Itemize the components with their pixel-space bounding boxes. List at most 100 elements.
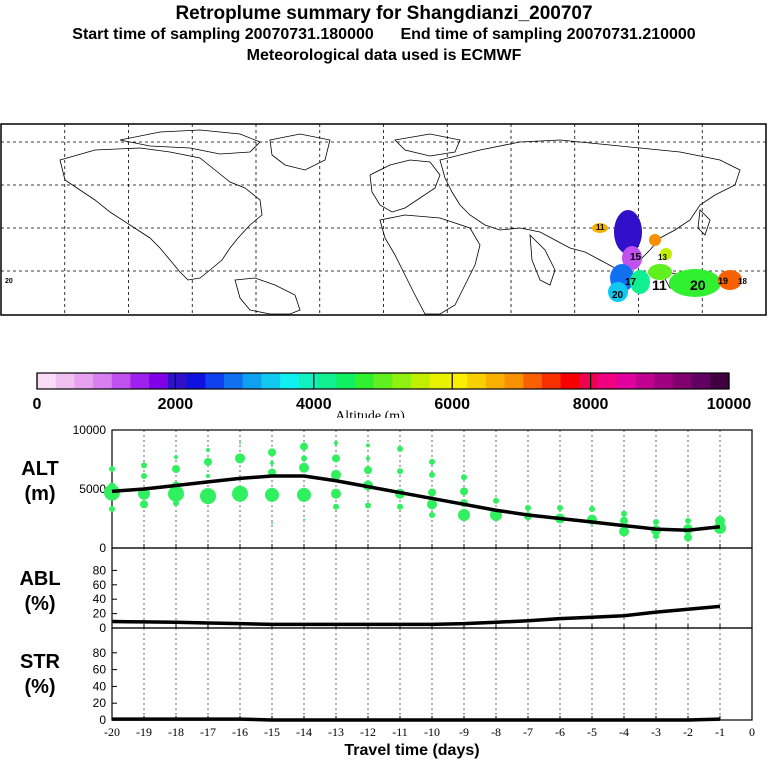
altitude-cluster-dot [332, 454, 340, 463]
colorbar-cell [411, 373, 431, 389]
x-tick-label: -13 [328, 725, 344, 739]
abl-panel-unit: (%) [24, 593, 55, 615]
x-tick-label: -18 [168, 725, 184, 739]
colorbar-cell [598, 373, 618, 389]
x-tick-label: -8 [491, 725, 501, 739]
altitude-cluster-dot [619, 526, 629, 537]
y-tick-label: 80 [93, 563, 107, 577]
colorbar-cell [654, 373, 674, 389]
altitude-cluster-dot [239, 441, 241, 444]
altitude-cluster-dot [235, 453, 245, 464]
colorbar-cell [336, 373, 356, 389]
colorbar-cell [485, 373, 506, 389]
y-tick-label: 60 [93, 663, 107, 677]
y-tick-label: 20 [93, 696, 107, 710]
altitude-cluster-dot [429, 458, 435, 465]
altitude-cluster-dot [365, 502, 371, 509]
x-tick-label: -5 [587, 725, 597, 739]
altitude-cluster-dot [232, 485, 248, 502]
colorbar-cell [261, 373, 281, 389]
altitude-cluster-dot [557, 504, 563, 511]
colorbar-cell [560, 373, 580, 389]
colorbar-tick-label: 6000 [434, 396, 470, 413]
colorbar-tick-label: 0 [33, 396, 42, 413]
y-tick-label: 5000 [79, 482, 106, 496]
colorbar-cell [579, 373, 599, 389]
altitude-cluster-dot [685, 517, 691, 524]
altitude-cluster-dot [331, 469, 341, 480]
colorbar-cell [467, 373, 487, 389]
altitude-cluster-dot [299, 462, 309, 473]
colorbar-cell [504, 373, 524, 389]
x-tick-label: 0 [749, 725, 755, 739]
altitude-cluster-dot [174, 455, 178, 460]
y-tick-label: 40 [93, 592, 107, 606]
altitude-cluster-dot [173, 500, 179, 507]
altitude-cluster-dot [268, 448, 276, 457]
colorbar-cell [242, 373, 262, 389]
sampling-time-subtitle: Start time of sampling 20070731.180000 E… [72, 26, 696, 43]
y-tick-label: 80 [93, 646, 107, 660]
altitude-cluster-dot [334, 440, 338, 445]
alt-panel-unit: (m) [24, 483, 55, 505]
colorbar-cell [186, 373, 206, 389]
colorbar-title: Altitude (m) [335, 409, 405, 418]
day-label: 18 [738, 277, 747, 286]
plume-world-map: 20 20 17 15 13 11 11 20 19 18 [0, 123, 767, 316]
day-label: 13 [658, 253, 667, 262]
colorbar-tick-label: 8000 [573, 396, 609, 413]
altitude-cluster-dot [364, 466, 372, 475]
x-tick-label: -1 [715, 725, 725, 739]
x-tick-label: -16 [232, 725, 248, 739]
altitude-cluster-dot [204, 457, 212, 466]
day-label: 11 [652, 277, 667, 293]
altitude-cluster-dot [397, 468, 403, 475]
y-tick-label: 10000 [73, 423, 107, 437]
altitude-cluster-dot [271, 522, 273, 525]
altitude-cluster-dot [684, 533, 692, 542]
altitude-cluster-dot [206, 474, 210, 479]
x-tick-label: -4 [619, 725, 629, 739]
colorbar-cell [710, 373, 730, 389]
x-tick-label: -15 [264, 725, 280, 739]
y-tick-label: 20 [93, 607, 107, 621]
plume-day-labels: 20 20 17 15 13 11 11 20 19 18 [5, 223, 747, 301]
altitude-cluster-dot [109, 506, 115, 513]
x-tick-label: -6 [555, 725, 565, 739]
x-tick-label: -14 [296, 725, 312, 739]
colorbar-cell [167, 373, 188, 389]
str-panel-unit: (%) [24, 676, 55, 698]
x-tick-label: -10 [424, 725, 440, 739]
colorbar-cell [55, 373, 75, 389]
str-panel-label: STR [20, 651, 61, 673]
altitude-cluster-dot [300, 442, 308, 451]
colorbar-cell [541, 373, 562, 389]
retroplume-panels: ALT (m) ABL (%) STR (%) 1000050000806040… [19, 423, 755, 759]
day-label: 15 [630, 252, 642, 263]
y-tick-label: 0 [99, 621, 106, 635]
y-tick-label: 0 [99, 541, 106, 555]
colorbar-cell [616, 373, 636, 389]
altitude-cluster-dot [168, 485, 184, 502]
colorbar-cell [672, 373, 693, 389]
colorbar-cell [392, 373, 412, 389]
altitude-cluster-dot [297, 487, 311, 502]
x-tick-label: -12 [360, 725, 376, 739]
x-tick-label: -11 [392, 725, 408, 739]
altitude-cluster-dot [200, 488, 216, 505]
day-label: 19 [718, 276, 728, 286]
altitude-cluster-dot [206, 448, 210, 453]
altitude-cluster-dot [265, 487, 279, 502]
page-title: Retroplume summary for Shangdianzi_20070… [175, 3, 593, 24]
series-line [112, 717, 721, 722]
altitude-cluster-dot [397, 503, 403, 510]
colorbar-cell [224, 373, 244, 389]
colorbar-cell [130, 373, 150, 389]
colorbar-cell [298, 373, 319, 389]
colorbar-cell [37, 373, 57, 389]
colorbar-cells [37, 373, 730, 389]
altitude-cluster-dot [493, 497, 499, 504]
altitude-cluster-dot [620, 516, 628, 525]
